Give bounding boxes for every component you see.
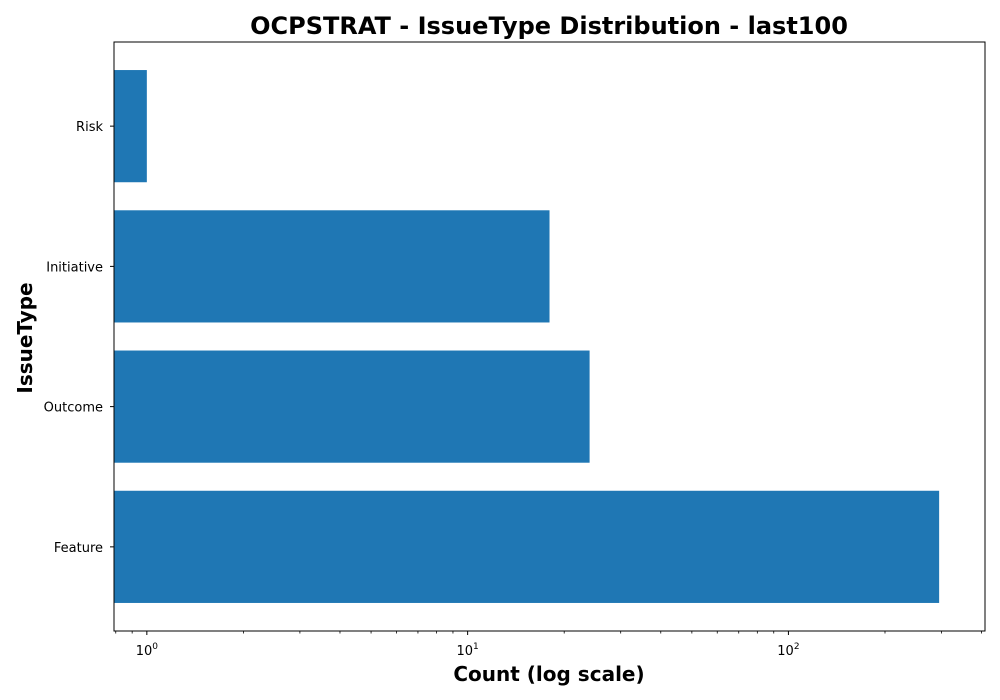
x-axis-label: Count (log scale)	[453, 662, 644, 686]
y-tick-label-initiative: Initiative	[46, 260, 103, 275]
y-tick-label-outcome: Outcome	[44, 401, 103, 416]
x-axis-ticks: 100 101 102	[115, 631, 982, 659]
bar-outcome	[114, 350, 590, 463]
bar-initiative	[114, 210, 550, 323]
y-tick-label-risk: Risk	[76, 120, 103, 135]
x-tick-label-10: 101	[456, 642, 478, 659]
bars-layer	[114, 70, 940, 603]
chart-title: OCPSTRAT - IssueType Distribution - last…	[250, 12, 848, 40]
y-tick-label-feature: Feature	[54, 541, 103, 556]
x-tick-label-100: 102	[777, 642, 799, 659]
x-tick-label-1: 100	[136, 642, 159, 659]
bar-risk	[114, 70, 147, 183]
y-axis-ticks: Feature Outcome Initiative Risk	[44, 120, 114, 556]
plot-area-frame	[113, 41, 986, 632]
bar-feature	[114, 490, 940, 603]
y-axis-label: IssueType	[13, 282, 37, 393]
